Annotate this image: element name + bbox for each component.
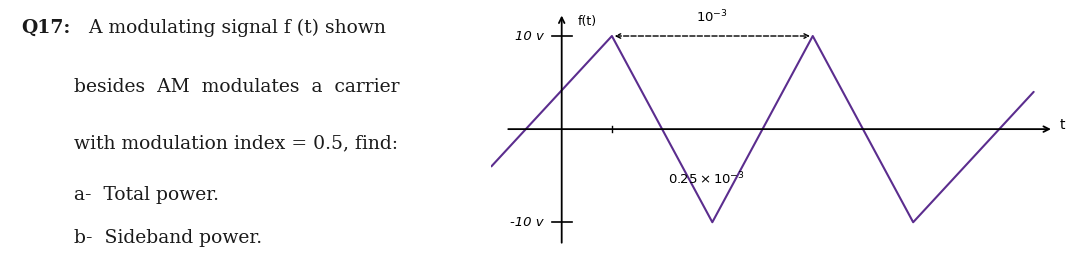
Text: f(t): f(t): [578, 15, 597, 28]
Text: t: t: [1059, 118, 1065, 132]
Text: a-  Total power.: a- Total power.: [73, 186, 218, 204]
Text: $10^{-3}$: $10^{-3}$: [697, 8, 728, 25]
Text: 10 v: 10 v: [515, 30, 543, 43]
Text: b-  Sideband power.: b- Sideband power.: [73, 229, 261, 247]
Text: Q17:: Q17:: [22, 19, 71, 37]
Text: besides  AM  modulates  a  carrier: besides AM modulates a carrier: [73, 78, 400, 96]
Text: -10 v: -10 v: [510, 216, 543, 229]
Text: A modulating signal f (t) shown: A modulating signal f (t) shown: [83, 19, 386, 37]
Text: with modulation index = 0.5, find:: with modulation index = 0.5, find:: [73, 134, 397, 153]
Text: $0.25\times10^{-3}$: $0.25\times10^{-3}$: [667, 171, 745, 187]
